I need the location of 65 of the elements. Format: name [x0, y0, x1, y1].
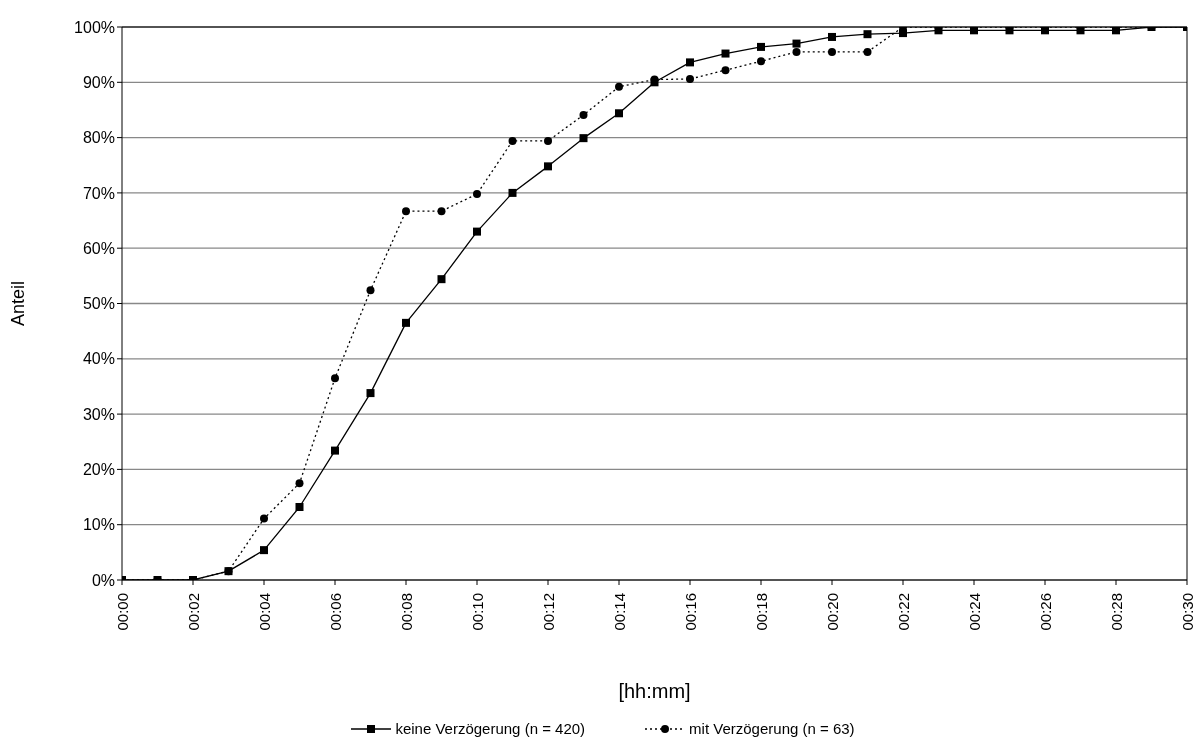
x-tick-label: 00:10: [468, 593, 486, 631]
point: [331, 446, 339, 455]
x-axis-title: [hh:mm]: [618, 680, 691, 702]
y-tick-label: 50%: [82, 295, 115, 313]
point: [686, 74, 694, 83]
point: [579, 134, 588, 143]
point: [721, 49, 730, 58]
point: [260, 546, 268, 555]
x-tick-label: 00:16: [681, 593, 699, 631]
point: [331, 374, 339, 383]
point: [508, 188, 517, 197]
point: [757, 57, 765, 66]
y-tick-label: 0%: [91, 571, 115, 589]
x-tick-label: 00:22: [894, 593, 912, 631]
y-tick-label: 70%: [82, 184, 115, 202]
y-tick-label: 10%: [82, 516, 115, 534]
legend-label: mit Verzögerung (n = 63): [688, 720, 855, 737]
y-tick-label: 30%: [82, 405, 115, 423]
point: [402, 318, 410, 327]
point: [579, 110, 588, 119]
point: [544, 162, 552, 171]
point: [544, 136, 552, 145]
y-tick-label: 40%: [82, 350, 115, 368]
point: [473, 227, 481, 236]
point: [757, 42, 765, 51]
point: [402, 207, 410, 216]
point: [437, 207, 446, 216]
point: [508, 136, 517, 145]
y-tick-label: 100%: [74, 18, 115, 36]
y-tick-label: 80%: [82, 129, 115, 147]
y-tick-label: 90%: [82, 73, 115, 91]
x-tick-label: 00:30: [1178, 593, 1196, 631]
x-tick-label: 00:20: [823, 593, 841, 631]
x-tick-label: 00:02: [184, 593, 202, 631]
point: [615, 82, 623, 91]
x-tick-label: 00:06: [326, 593, 344, 631]
x-tick-label: 00:04: [255, 593, 273, 631]
point: [792, 47, 801, 56]
point: [366, 389, 375, 398]
point: [366, 286, 375, 295]
point: [828, 47, 836, 56]
point: [863, 47, 872, 56]
point: [295, 503, 304, 511]
y-tick-label: 20%: [82, 461, 115, 479]
point: [615, 109, 623, 118]
x-tick-label: 00:12: [539, 593, 557, 631]
x-tick-label: 00:08: [397, 593, 415, 631]
point: [473, 190, 481, 199]
point: [686, 58, 694, 67]
x-tick-label: 00:26: [1036, 593, 1054, 631]
x-tick-label: 00:14: [610, 593, 628, 631]
x-tick-label: 00:18: [752, 593, 770, 631]
point: [721, 66, 730, 75]
point: [260, 514, 268, 523]
x-tick-label: 00:28: [1107, 593, 1125, 631]
point: [828, 32, 836, 41]
x-tick-label: 00:00: [113, 593, 131, 631]
point: [863, 30, 872, 39]
legend-label: keine Verzögerung (n = 420): [394, 720, 586, 737]
point: [295, 479, 304, 488]
point: [437, 275, 446, 284]
x-tick-label: 00:24: [965, 593, 983, 631]
y-axis-title: Anteil: [8, 280, 29, 327]
y-tick-label: 60%: [82, 239, 115, 257]
point: [792, 39, 801, 48]
